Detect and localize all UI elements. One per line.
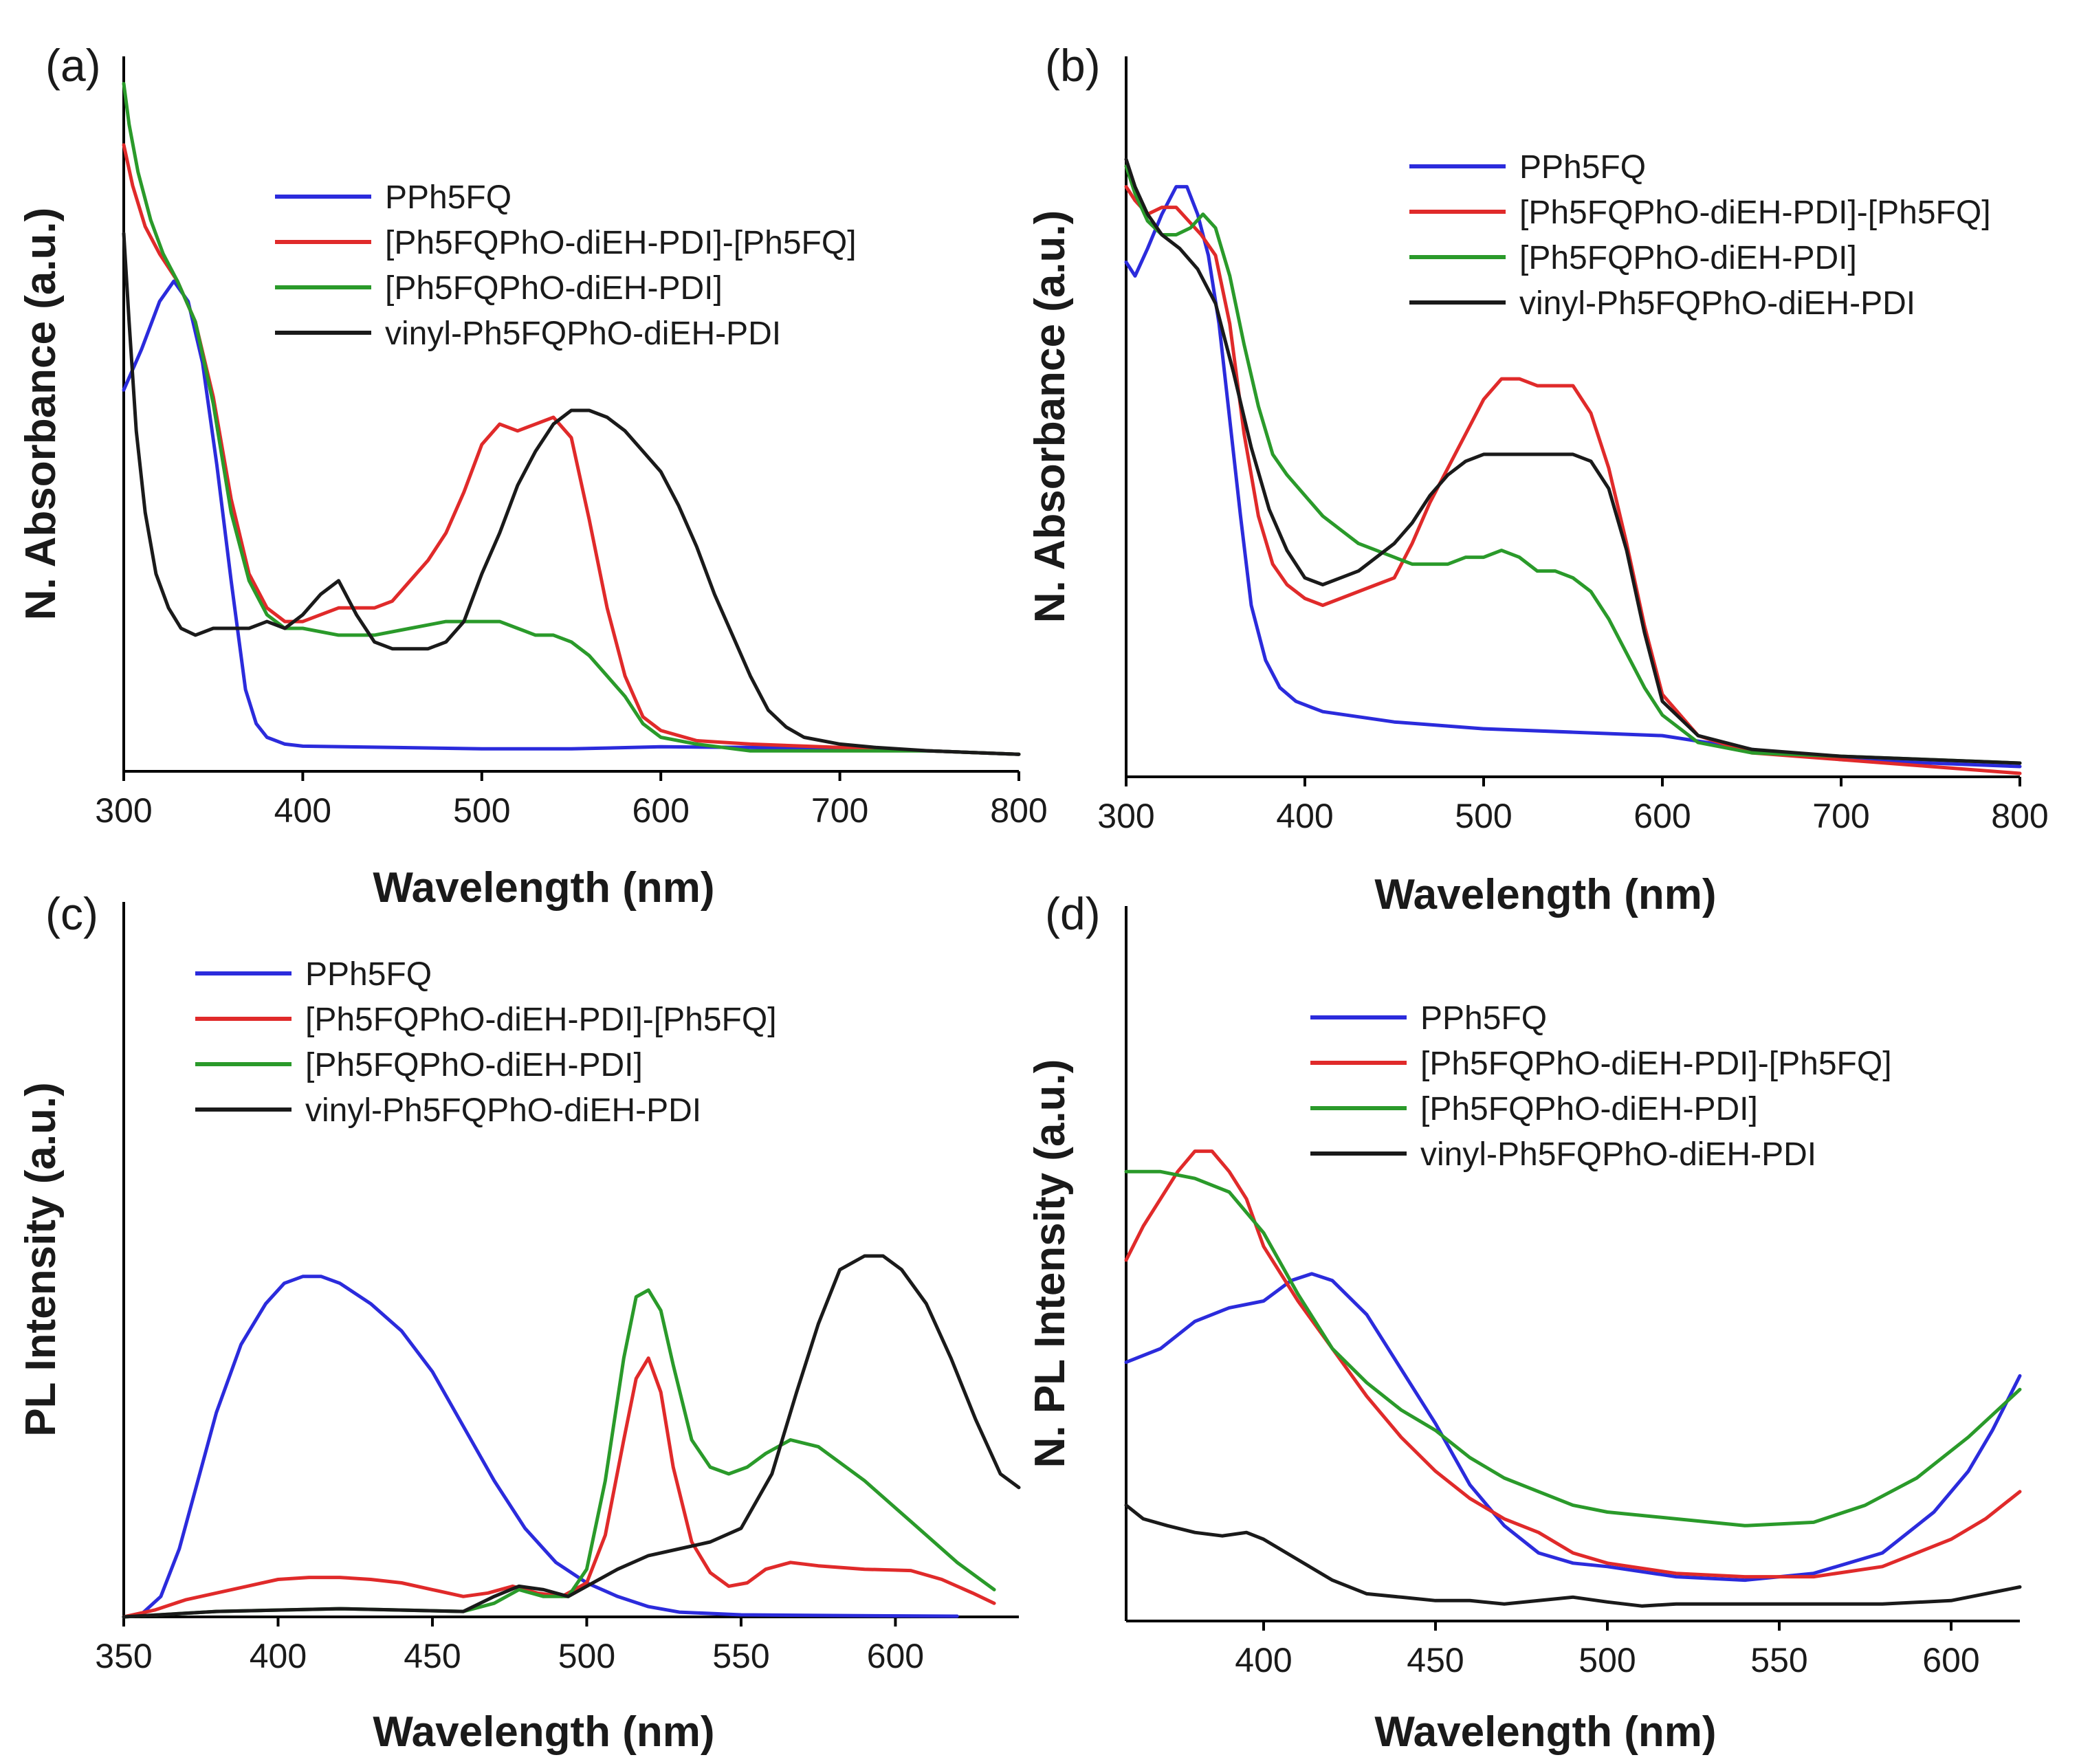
series-line-mono xyxy=(122,82,1021,756)
legend-label: PPh5FQ xyxy=(1420,1000,1547,1037)
series-line-dyad xyxy=(122,1356,996,1619)
legend-label: vinyl-Ph5FQPhO-diEH-PDI xyxy=(385,316,781,352)
legend-label: [Ph5FQPhO-diEH-PDI] xyxy=(1420,1091,1758,1127)
legend-label: PPh5FQ xyxy=(305,956,432,993)
panel-label: (d) xyxy=(1045,888,1101,939)
legend-label: PPh5FQ xyxy=(1519,149,1646,186)
legend-label: [Ph5FQPhO-diEH-PDI]-[Ph5FQ] xyxy=(1420,1046,1892,1082)
x-tick-label: 800 xyxy=(1991,797,2048,835)
chart-panel-2: 350 400 450 500 550 600 PPh5FQ [Ph5FQPhO-diEH-P… xyxy=(17,888,1021,1756)
panel-label: (b) xyxy=(1045,40,1101,91)
series-line-dyad xyxy=(1124,1149,2022,1579)
y-axis-label: N. Absorbance (a.u.) xyxy=(17,208,65,621)
series-line-PPh5FQ xyxy=(1124,1272,2022,1583)
x-axis-label: Wavelength (nm) xyxy=(1374,1708,1716,1756)
x-tick-label: 500 xyxy=(558,1637,615,1675)
legend-label: [Ph5FQPhO-diEH-PDI] xyxy=(305,1047,643,1083)
x-tick-label: 500 xyxy=(1578,1641,1636,1679)
x-tick-label: 550 xyxy=(712,1637,769,1675)
legend-label: PPh5FQ xyxy=(385,179,512,216)
legend-label: [Ph5FQPhO-diEH-PDI]-[Ph5FQ] xyxy=(385,225,857,261)
x-tick-label: 400 xyxy=(274,791,331,830)
series-line-mono xyxy=(1124,1169,2022,1528)
x-tick-label: 550 xyxy=(1750,1641,1807,1679)
x-tick-label: 500 xyxy=(1455,797,1512,835)
x-tick-label: 450 xyxy=(404,1637,461,1675)
x-tick-label: 600 xyxy=(1634,797,1691,835)
panel-label: (c) xyxy=(45,888,98,939)
x-tick-label: 400 xyxy=(1276,797,1333,835)
x-tick-label: 600 xyxy=(1922,1641,1979,1679)
x-tick-label: 800 xyxy=(990,791,1047,830)
series-line-PPh5FQ xyxy=(122,1275,959,1619)
x-tick-label: 600 xyxy=(867,1637,924,1675)
x-tick-label: 500 xyxy=(453,791,510,830)
x-tick-label: 300 xyxy=(1097,797,1154,835)
x-axis-label: Wavelength (nm) xyxy=(373,864,714,912)
x-tick-label: 600 xyxy=(632,791,689,830)
x-axis-label: Wavelength (nm) xyxy=(373,1708,714,1756)
x-tick-label: 300 xyxy=(95,791,152,830)
legend-label: vinyl-Ph5FQPhO-diEH-PDI xyxy=(305,1092,701,1129)
x-tick-label: 400 xyxy=(1235,1641,1292,1679)
x-tick-label: 400 xyxy=(250,1637,307,1675)
series-line-PPh5FQ xyxy=(1124,185,2022,769)
series-line-vinyl xyxy=(1124,157,2022,765)
series-line-PPh5FQ xyxy=(122,279,1021,756)
x-tick-label: 350 xyxy=(95,1637,152,1675)
series-line-mono xyxy=(1124,164,2022,765)
legend-label: [Ph5FQPhO-diEH-PDI]-[Ph5FQ] xyxy=(305,1002,777,1038)
y-axis-label: PL Intensity (a.u.) xyxy=(17,1082,65,1437)
x-tick-label: 700 xyxy=(811,791,868,830)
chart-panel-0: 300 400 500 600 700 800 PPh5FQ [Ph5FQPhO-diEH-P… xyxy=(17,40,1048,912)
panel-label: (a) xyxy=(45,40,101,91)
series-line-vinyl xyxy=(122,1254,1021,1619)
chart-panel-1: 300 400 500 600 700 800 PPh5FQ [Ph5FQPhO-diEH-P… xyxy=(1026,40,2049,918)
legend-label: [Ph5FQPhO-diEH-PDI] xyxy=(385,270,723,307)
legend-label: vinyl-Ph5FQPhO-diEH-PDI xyxy=(1519,285,1915,322)
x-axis-label: Wavelength (nm) xyxy=(1374,871,1716,918)
series-line-mono xyxy=(122,1288,996,1619)
legend-label: [Ph5FQPhO-diEH-PDI] xyxy=(1519,240,1857,276)
y-axis-label: N. PL Intensity (a.u.) xyxy=(1026,1059,1074,1468)
legend-label: vinyl-Ph5FQPhO-diEH-PDI xyxy=(1420,1136,1816,1173)
x-tick-label: 450 xyxy=(1407,1641,1464,1679)
legend-label: [Ph5FQPhO-diEH-PDI]-[Ph5FQ] xyxy=(1519,195,1991,231)
chart-panel-3: 400 450 500 550 600 PPh5FQ [Ph5FQPhO-diEH-PDI]… xyxy=(1026,888,2022,1756)
y-axis-label: N. Absorbance (a.u.) xyxy=(1026,210,1074,624)
x-tick-label: 700 xyxy=(1812,797,1869,835)
series-line-vinyl xyxy=(122,232,1021,756)
series-line-vinyl xyxy=(1124,1503,2022,1608)
